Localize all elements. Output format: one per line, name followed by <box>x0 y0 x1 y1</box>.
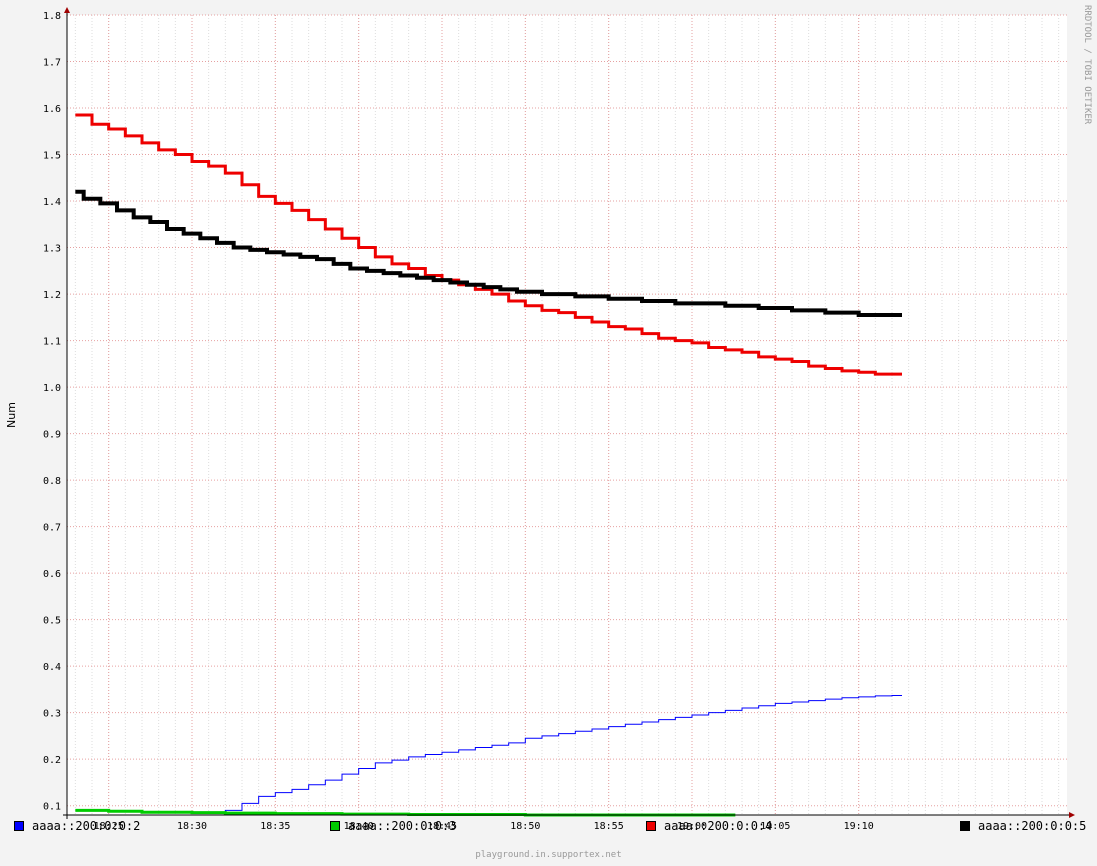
legend-item-1: aaaa::200:0:0:2 <box>14 819 140 833</box>
x-tick-label: 18:55 <box>594 821 624 832</box>
legend-item-4: aaaa::200:0:0:5 <box>960 819 1086 833</box>
legend-item-3: aaaa::200:0:0:4 <box>646 819 772 833</box>
y-tick-label: 1.8 <box>43 11 61 22</box>
x-tick-label: 18:45 <box>427 821 457 832</box>
tick-labels: 18:25 18:30 18:35 18:40 18:45 18:50 18:55 19:00… <box>43 11 874 832</box>
series-layer <box>75 113 902 817</box>
y-tick-label: 0.5 <box>43 616 61 627</box>
y-tick-label: 0.9 <box>43 430 61 441</box>
legend-swatch-1 <box>14 821 24 831</box>
y-tick-label: 1.1 <box>43 337 61 348</box>
x-tick-label: 19:05 <box>760 821 790 832</box>
footer-credit: playground.in.supportex.net <box>475 850 622 860</box>
axes <box>63 7 1075 819</box>
legend-swatch-2 <box>330 821 340 831</box>
series-line-4 <box>75 189 902 317</box>
y-axis-arrow <box>64 7 70 13</box>
y-tick-label: 1.2 <box>43 290 61 301</box>
series-line-1 <box>208 694 902 814</box>
series-line-3 <box>75 113 902 376</box>
y-tick-label: 0.3 <box>43 709 61 720</box>
y-axis-label: Num <box>5 402 18 428</box>
side-credit: RRDTOOL / TOBI OETIKER <box>1082 5 1092 125</box>
x-tick-label: 18:35 <box>260 821 290 832</box>
x-tick-label: 18:40 <box>344 821 374 832</box>
y-tick-label: 0.8 <box>43 476 61 487</box>
legend-swatch-3 <box>646 821 656 831</box>
x-tick-label: 18:30 <box>177 821 207 832</box>
y-tick-label: 1.5 <box>43 151 61 162</box>
x-tick-label: 19:10 <box>844 821 874 832</box>
y-tick-label: 1.4 <box>43 197 61 208</box>
legend-swatch-4 <box>960 821 970 831</box>
y-tick-label: 1.6 <box>43 104 61 115</box>
x-tick-label: 18:25 <box>94 821 124 832</box>
y-tick-label: 0.1 <box>43 802 61 813</box>
legend-label-4: aaaa::200:0:0:5 <box>978 819 1087 833</box>
y-tick-label: 0.7 <box>43 523 61 534</box>
y-tick-label: 1.3 <box>43 244 61 255</box>
legend-label-1: aaaa::200:0:0:2 <box>32 819 141 833</box>
legend-item-2: aaaa::200:0:0:3 <box>330 819 456 833</box>
y-tick-label: 1.7 <box>43 58 61 69</box>
legend-label-3: aaaa::200:0:0:4 <box>664 819 773 833</box>
grid <box>67 14 1067 815</box>
plot-area <box>67 15 1067 815</box>
x-tick-label: 19:00 <box>677 821 707 832</box>
y-tick-label: 0.6 <box>43 569 61 580</box>
legend-label-2: aaaa::200:0:0:3 <box>348 819 457 833</box>
y-tick-label: 0.4 <box>43 662 61 673</box>
x-tick-label: 18:50 <box>510 821 540 832</box>
y-tick-label: 1.0 <box>43 383 61 394</box>
y-tick-label: 0.2 <box>43 755 61 766</box>
x-axis-arrow <box>1069 812 1075 818</box>
